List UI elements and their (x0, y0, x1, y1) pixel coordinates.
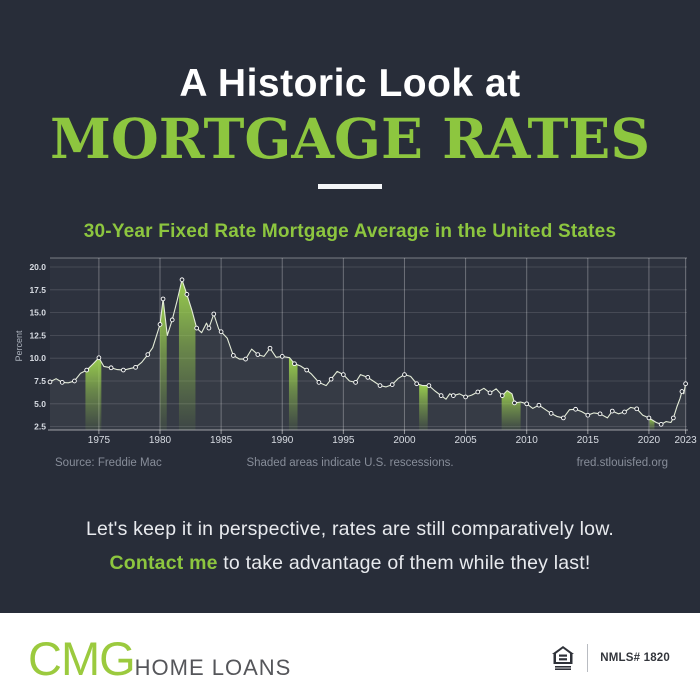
chart-source-label: Source: Freddie Mac (55, 457, 162, 469)
svg-text:7.5: 7.5 (34, 376, 46, 386)
svg-text:5.0: 5.0 (34, 399, 46, 409)
chart-site-link[interactable]: fred.stlouisfed.org (576, 457, 668, 469)
svg-text:1985: 1985 (210, 435, 233, 446)
svg-text:15.0: 15.0 (29, 308, 46, 318)
svg-text:20.0: 20.0 (29, 262, 46, 272)
logo-home-loans-text: HOME LOANS (134, 655, 292, 680)
footer-right-group: NMLS# 1820 (551, 643, 670, 673)
mortgage-rate-chart-svg: 20.0 17.5 15.0 12.5 10.0 7.5 5.0 2.5 1975 1980 198… (14, 257, 697, 446)
page-title-line1: A Historic Look at (179, 62, 521, 105)
svg-text:2005: 2005 (454, 435, 477, 446)
cmg-home-loans-logo: CMGHOME LOANS (28, 631, 291, 686)
footer-divider (587, 644, 589, 672)
svg-text:Percent: Percent (14, 330, 24, 362)
svg-text:17.5: 17.5 (29, 285, 46, 295)
title-divider (318, 184, 382, 189)
message-block: Let's keep it in perspective, rates are … (0, 512, 700, 580)
page-title-line2: MORTGAGE RATES (49, 106, 651, 171)
svg-text:1975: 1975 (88, 435, 111, 446)
footer-bar: CMGHOME LOANS NMLS# 1820 (0, 613, 700, 700)
svg-text:2000: 2000 (393, 435, 416, 446)
message-line2-rest: to take advantage of them while they las… (217, 552, 591, 574)
svg-text:10.0: 10.0 (29, 353, 46, 363)
chart-subtitle: 30-Year Fixed Rate Mortgage Average in t… (83, 221, 617, 242)
message-line1: Let's keep it in perspective, rates are … (85, 518, 615, 540)
svg-text:2020: 2020 (638, 435, 661, 446)
mortgage-rate-chart: 20.0 17.5 15.0 12.5 10.0 7.5 5.0 2.5 1975 1980 198… (0, 256, 700, 448)
chart-captions: Source: Freddie Mac Shaded areas indicat… (0, 457, 700, 473)
svg-text:1980: 1980 (149, 435, 172, 446)
logo-cmg-text: CMG (28, 632, 136, 685)
chart-recession-note: Shaded areas indicate U.S. rescessions. (246, 457, 454, 469)
svg-text:1995: 1995 (332, 435, 355, 446)
message-line2: Contact me to take advantage of them whi… (0, 546, 700, 580)
svg-text:2.5: 2.5 (34, 422, 46, 432)
contact-me-link[interactable]: Contact me (109, 552, 218, 574)
svg-text:1990: 1990 (271, 435, 294, 446)
svg-text:2015: 2015 (577, 435, 600, 446)
nmls-number: NMLS# 1820 (600, 652, 670, 664)
svg-text:2010: 2010 (516, 435, 539, 446)
svg-text:12.5: 12.5 (29, 330, 46, 340)
svg-text:2023: 2023 (674, 435, 697, 446)
equal-housing-lender-icon (552, 646, 575, 670)
